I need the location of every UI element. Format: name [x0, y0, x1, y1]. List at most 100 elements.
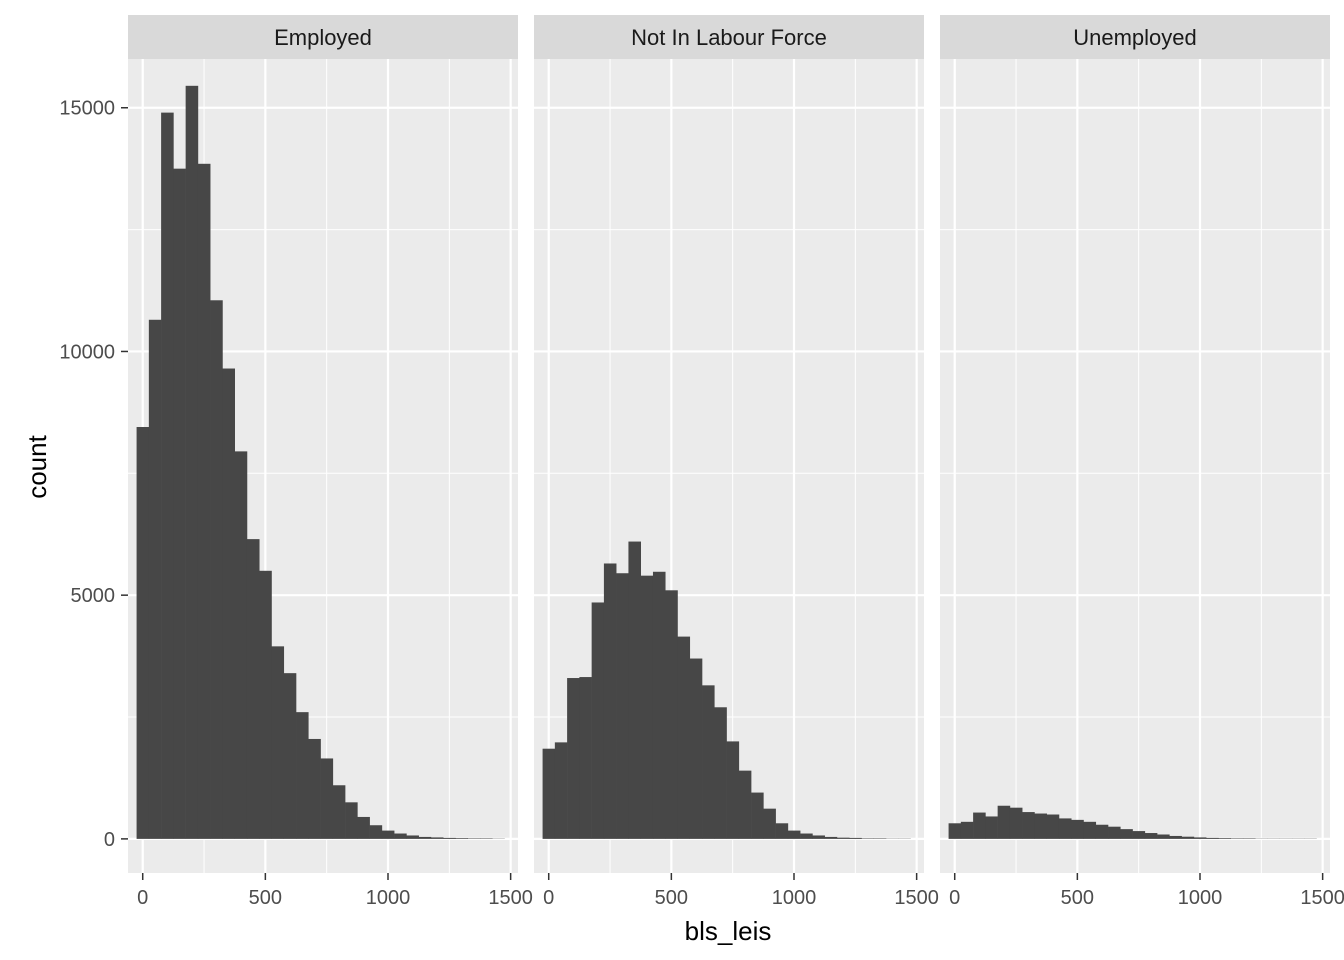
histogram-bar: [381, 830, 395, 839]
histogram-bar: [628, 541, 641, 839]
histogram-bar: [1083, 821, 1097, 839]
histogram-bar: [1157, 834, 1170, 839]
facet-panel-unemployed: Unemployed 0 500 1000 1500: [940, 15, 1344, 909]
histogram-bar: [665, 590, 678, 839]
histogram-bar: [738, 770, 752, 839]
histogram-bar: [800, 833, 813, 839]
y-tick-label: 15000: [59, 98, 115, 120]
y-axis-title: count: [22, 434, 52, 498]
facet-strip: [128, 15, 518, 59]
histogram-bar: [210, 300, 223, 839]
x-tick-label: 500: [1061, 887, 1094, 909]
histogram-bar: [430, 837, 444, 839]
histogram-bar: [702, 685, 715, 839]
histogram-bar: [197, 163, 211, 839]
histogram-bar: [1071, 819, 1084, 839]
facet-panels: Employed 0 500 1000 1500 Not In Labour Force 0…: [128, 15, 1344, 909]
histogram-bar: [1009, 807, 1023, 839]
histogram-bar: [763, 808, 776, 839]
histogram-bar: [985, 816, 998, 839]
histogram-bar: [554, 742, 568, 839]
histogram-bar: [689, 658, 703, 839]
facet-panel-employed: Employed 0 500 1000 1500: [128, 15, 533, 909]
histogram-bar: [185, 85, 199, 839]
facet-strip-label: Not In Labour Force: [631, 25, 827, 50]
facet-strip-label: Employed: [274, 25, 372, 50]
y-tick-label: 0: [104, 829, 115, 851]
histogram-bar: [1181, 836, 1195, 839]
histogram-bar: [973, 812, 986, 839]
histogram-bar: [161, 112, 174, 839]
histogram-bar: [222, 368, 235, 839]
x-tick-label: 1500: [894, 887, 939, 909]
x-tick-label: 1000: [366, 887, 411, 909]
histogram-bar: [1108, 826, 1121, 839]
histogram-bar: [787, 830, 801, 839]
x-tick-label: 0: [949, 887, 960, 909]
histogram-bar: [296, 712, 309, 839]
histogram-bar: [1034, 813, 1047, 839]
y-tick-label: 5000: [71, 585, 116, 607]
histogram-bar: [1095, 824, 1109, 839]
histogram-bar: [308, 738, 321, 839]
x-tick-label: 0: [137, 887, 148, 909]
histogram-bar: [1206, 837, 1219, 839]
histogram-bar: [1058, 818, 1072, 839]
facet-strip: [534, 15, 924, 59]
histogram-bar: [960, 821, 974, 839]
histogram-bar: [345, 802, 358, 839]
histogram-bar: [369, 825, 383, 839]
histogram-bar: [1022, 812, 1035, 839]
histogram-bar: [320, 758, 334, 839]
histogram-bar: [173, 168, 186, 839]
histogram-bar: [283, 673, 297, 839]
histogram-bar: [418, 836, 432, 839]
histogram-bar: [751, 792, 764, 839]
histogram-bar: [234, 451, 248, 839]
histogram-bar: [406, 835, 419, 839]
histogram-bar: [271, 646, 285, 839]
histogram-bar: [1193, 837, 1207, 839]
histogram-bar: [1218, 838, 1231, 839]
histogram-bar: [579, 677, 592, 839]
histogram-bar: [997, 805, 1011, 839]
facet-strip-label: Unemployed: [1073, 25, 1197, 50]
histogram-bar: [259, 570, 272, 839]
x-tick-label: 500: [655, 887, 688, 909]
histogram-bar: [394, 833, 407, 839]
x-axis-title: bls_leis: [685, 916, 772, 946]
x-tick-label: 1500: [488, 887, 533, 909]
histogram-bar: [652, 571, 666, 839]
facet-panel-not-in-labour-force: Not In Labour Force 0 500 1000 1500: [534, 15, 939, 909]
x-tick-label: 500: [249, 887, 282, 909]
histogram-bar: [246, 539, 260, 839]
histogram-bar: [948, 823, 962, 839]
histogram-bar: [1120, 829, 1133, 839]
histogram-bar: [616, 573, 629, 839]
histogram-bar: [726, 741, 740, 839]
histogram-bar: [332, 785, 346, 839]
histogram-bar: [567, 678, 580, 839]
histogram-bar: [443, 837, 456, 839]
histogram-bar: [775, 823, 789, 839]
x-tick-label: 0: [543, 887, 554, 909]
histogram-bar: [603, 563, 617, 839]
histogram-bar: [1144, 833, 1158, 839]
histogram-bar: [824, 836, 838, 839]
y-tick-label: 10000: [59, 341, 115, 363]
histogram-bar: [148, 319, 162, 839]
histogram-bar: [542, 748, 556, 839]
histogram-bar: [677, 636, 691, 839]
x-tick-label: 1000: [772, 887, 817, 909]
histogram-bar: [812, 835, 825, 839]
histogram-bar: [714, 707, 727, 839]
facet-strip: [940, 15, 1330, 59]
histogram-bar: [836, 837, 850, 839]
histogram-bar: [1132, 831, 1146, 839]
histogram-bar: [136, 427, 150, 839]
histogram-bar: [1046, 814, 1060, 839]
x-tick-label: 1000: [1178, 887, 1223, 909]
panel-background: [940, 59, 1330, 873]
x-tick-label: 1500: [1300, 887, 1344, 909]
